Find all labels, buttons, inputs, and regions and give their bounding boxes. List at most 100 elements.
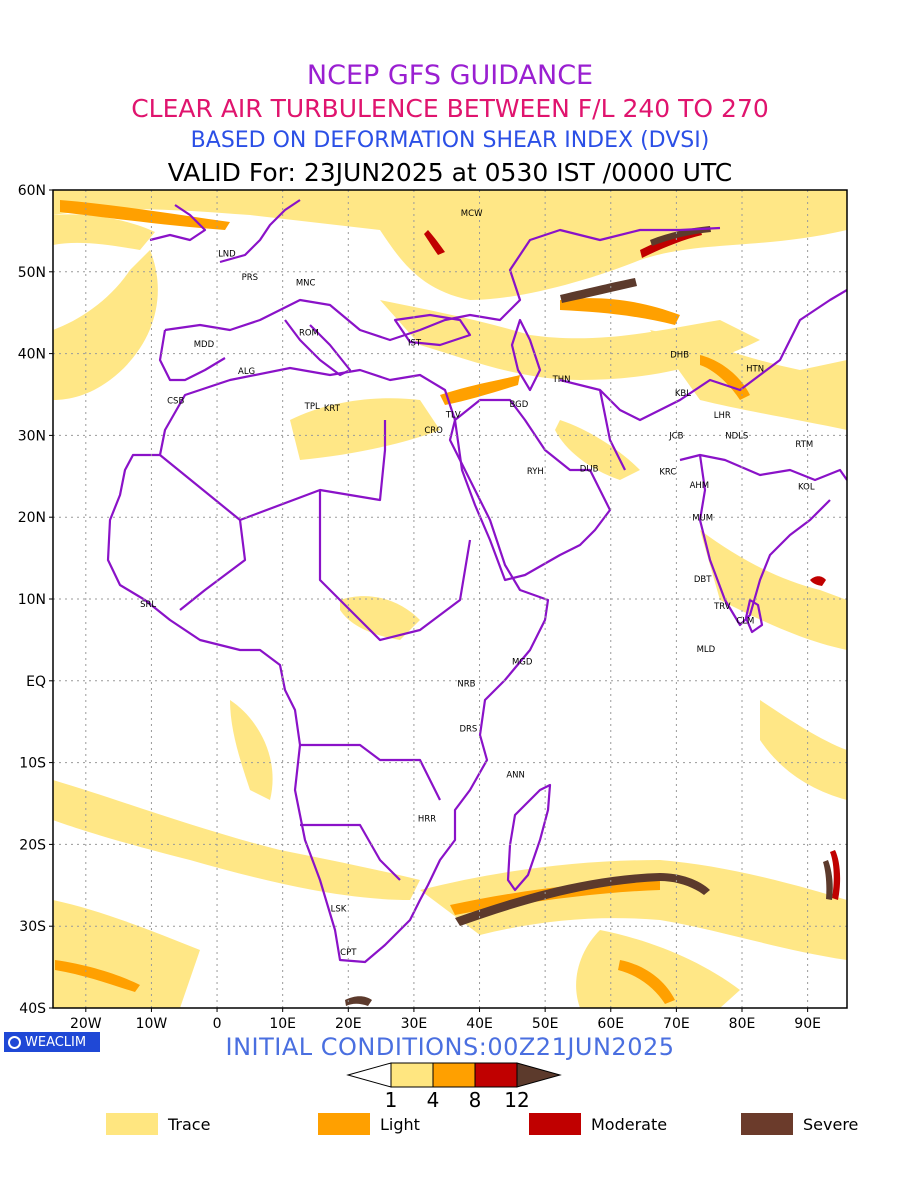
weaclim-logo: WEACLIM [4, 1032, 100, 1052]
latitude-label: 60N [18, 183, 46, 199]
station-label: TPL [304, 402, 320, 412]
station-label: ANN [506, 770, 525, 780]
legend-swatch [529, 1113, 581, 1135]
station-label: MCW [461, 209, 483, 219]
station-label: NDLS [725, 432, 748, 442]
station-label: ROM [299, 329, 319, 339]
station-label: MNC [296, 279, 316, 289]
latitude-label: 10S [19, 756, 46, 772]
station-label: ALG [238, 367, 255, 377]
latitude-label: 30N [18, 428, 46, 444]
valid-time: VALID For: 23JUN2025 at 0530 IST /0000 U… [167, 158, 733, 187]
station-label: HRR [418, 814, 436, 824]
legend-label: Severe [803, 1114, 859, 1134]
colorbar-segment-1 [390, 1062, 434, 1088]
station-label: LSK [331, 904, 347, 914]
legend-label: Trace [168, 1114, 211, 1134]
longitude-label: 10W [136, 1016, 168, 1030]
legend-moderate: Moderate [529, 1112, 667, 1136]
colorbar-segment-2 [432, 1062, 476, 1088]
station-label: MGD [512, 657, 533, 667]
legend-light: Light [318, 1112, 420, 1136]
station-label: MLD [697, 645, 716, 655]
axis-ticks [49, 189, 809, 1012]
station-label: HTN [746, 365, 764, 375]
station-label: THN [552, 375, 571, 385]
trace-turbulence-areas [53, 190, 847, 1008]
station-label: RYH [527, 467, 544, 477]
station-label: IST [408, 338, 422, 348]
latitude-labels: 60N 50N 40N 30N 20N 10N EQ 10S 20S 30S 40S [18, 183, 46, 1017]
title-line-1: NCEP GFS GUIDANCE [306, 60, 594, 91]
longitude-label: 80E [729, 1016, 756, 1030]
latitude-label: 40N [18, 347, 46, 363]
station-label: BGD [509, 400, 528, 410]
title-line-2: CLEAR AIR TURBULENCE BETWEEN F/L 240 TO … [131, 94, 769, 123]
station-label: JCB [668, 432, 683, 442]
latitude-label: 40S [19, 1001, 46, 1017]
latitude-label: EQ [26, 674, 46, 690]
station-label: CLM [736, 617, 754, 627]
longitude-label: 40E [466, 1016, 493, 1030]
longitude-label: 70E [663, 1016, 690, 1030]
station-label: DBT [694, 575, 712, 585]
colorbar-tick: 1 [385, 1088, 398, 1112]
colorbar-segment-3 [474, 1062, 518, 1088]
station-label: MUM [692, 513, 713, 523]
initial-conditions: INITIAL CONDITIONS:00Z21JUN2025 [225, 1033, 675, 1061]
longitude-label: 50E [532, 1016, 559, 1030]
title-line-3: BASED ON DEFORMATION SHEAR INDEX (DVSI) [190, 128, 710, 153]
station-label: DRS [459, 725, 477, 735]
legend-severe: Severe [741, 1112, 858, 1136]
station-label: NRB [457, 680, 475, 690]
latitude-label: 20N [18, 510, 46, 526]
legend-swatch [318, 1113, 370, 1135]
colorbar-tick: 8 [469, 1088, 482, 1112]
latitude-label: 30S [19, 919, 46, 935]
colorbar-segments [346, 1062, 562, 1088]
station-label: KOL [798, 482, 815, 492]
latitude-label: 20S [19, 837, 46, 853]
colorbar-high-arrow [516, 1062, 562, 1088]
longitude-labels: 20W 10W 0 10E 20E 30E 40E 50E 60E 70E 80E 90E [70, 1016, 821, 1030]
longitude-label: 10E [269, 1016, 296, 1030]
station-label: CSB [167, 396, 184, 406]
longitude-label: 20E [335, 1016, 362, 1030]
globe-icon [8, 1035, 21, 1049]
longitude-label: 60E [597, 1016, 624, 1030]
station-label: KRC [659, 468, 676, 478]
station-label: SRL [140, 600, 156, 610]
station-label: DUB [580, 464, 599, 474]
station-label: AHM [690, 481, 710, 491]
colorbar-tick: 4 [427, 1088, 440, 1112]
station-label: TLV [445, 410, 461, 420]
station-label: LND [218, 249, 236, 259]
severe-turbulence-areas [345, 226, 833, 1006]
station-label: MDD [194, 340, 215, 350]
station-label: LHR [714, 411, 731, 421]
coastlines-borders [106, 199, 847, 964]
legend-label: Light [380, 1114, 420, 1134]
station-label: KBL [675, 389, 691, 399]
legend-swatch [741, 1113, 793, 1135]
logo-text: WEACLIM [25, 1034, 87, 1050]
station-label: PRS [242, 273, 258, 283]
latitude-label: 10N [18, 592, 46, 608]
latitude-label: 50N [18, 265, 46, 281]
longitude-label: 30E [401, 1016, 428, 1030]
graticule [53, 190, 847, 1008]
longitude-label: 20W [70, 1016, 102, 1030]
station-label: CRO [424, 426, 443, 436]
legend-trace: Trace [106, 1112, 210, 1136]
legend-label: Moderate [591, 1114, 668, 1134]
station-label: TRV [713, 602, 731, 612]
station-label: RTM [795, 440, 813, 450]
station-label: KRT [324, 404, 341, 414]
longitude-label: 90E [794, 1016, 821, 1030]
colorbar-tick: 12 [504, 1088, 529, 1112]
station-label: CPT [340, 948, 357, 958]
colorbar-low-arrow [346, 1062, 392, 1088]
